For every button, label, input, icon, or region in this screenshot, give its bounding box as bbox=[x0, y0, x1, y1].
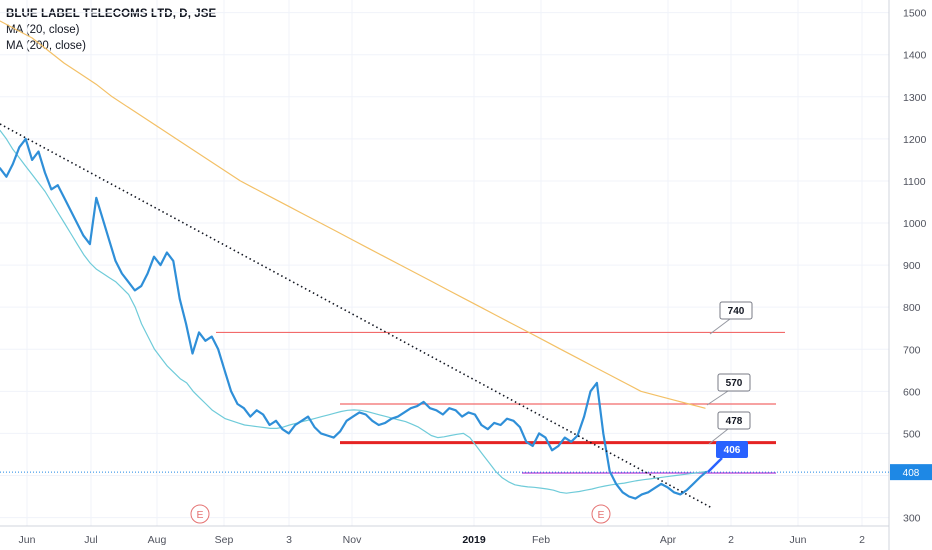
ma200-line bbox=[0, 20, 706, 409]
callout-pointer-406 bbox=[707, 457, 723, 473]
y-tick-label: 1400 bbox=[903, 50, 927, 62]
y-tick-label: 1300 bbox=[903, 92, 927, 104]
earnings-marker-label: E bbox=[196, 509, 203, 521]
x-tick-label: Sep bbox=[215, 534, 234, 546]
y-tick-label: 1500 bbox=[903, 8, 927, 20]
x-tick-label: Aug bbox=[148, 534, 167, 546]
earnings-marker[interactable] bbox=[591, 504, 611, 524]
indicator-ma20-label[interactable]: MA (20, close) bbox=[6, 24, 80, 36]
chart-legend: BLUE LABEL TELECOMS LTD, D, JSE MA (20, … bbox=[6, 6, 216, 54]
y-tick-label: 900 bbox=[903, 260, 921, 272]
price-line bbox=[0, 137, 708, 500]
earnings-marker[interactable] bbox=[190, 504, 210, 524]
ma20-line bbox=[0, 129, 709, 494]
series-layer bbox=[0, 20, 709, 500]
callout-box[interactable] bbox=[717, 373, 751, 392]
y-tick-label: 700 bbox=[903, 344, 921, 356]
x-tick-label: 2 bbox=[728, 534, 734, 546]
callout-label-406: 406 bbox=[724, 445, 741, 456]
callout-pointer bbox=[708, 428, 729, 445]
y-tick-label: 500 bbox=[903, 428, 921, 440]
callout-box[interactable] bbox=[717, 411, 751, 430]
chart-grid bbox=[0, 0, 889, 526]
callout-pointer bbox=[709, 318, 731, 335]
callout-label: 478 bbox=[726, 416, 743, 427]
indicator-ma200-label[interactable]: MA (200, close) bbox=[6, 40, 86, 52]
y-tick-label: 1200 bbox=[903, 134, 927, 146]
x-tick-label: Jun bbox=[19, 534, 36, 546]
x-tick-label: 3 bbox=[286, 534, 292, 546]
callout-pointer bbox=[706, 390, 729, 406]
earnings-marker-label: E bbox=[597, 509, 604, 521]
callout-box-406[interactable] bbox=[716, 441, 748, 458]
callout-label: 570 bbox=[726, 378, 743, 389]
x-tick-label: 2 bbox=[859, 534, 865, 546]
y-tick-label: 300 bbox=[903, 513, 921, 525]
horizontal-levels bbox=[0, 331, 889, 474]
time-axis[interactable]: Jun Jul Aug Sep 3 Nov 2019 Feb Apr 2 Jun 2 bbox=[19, 534, 866, 546]
callout-box[interactable] bbox=[719, 301, 753, 320]
y-tick-label: 1100 bbox=[903, 176, 926, 188]
level-callouts: 740 570 478 406 bbox=[706, 301, 753, 473]
last-price-tag[interactable] bbox=[890, 464, 932, 481]
last-price-layer: 408 bbox=[890, 464, 932, 481]
x-tick-label: Feb bbox=[532, 534, 550, 546]
x-tick-label: Jul bbox=[84, 534, 97, 546]
callout-label: 740 bbox=[728, 306, 745, 317]
x-tick-label: 2019 bbox=[462, 534, 486, 546]
y-tick-label: 600 bbox=[903, 386, 921, 398]
price-axis[interactable]: 3004005006007008009001000110012001300140… bbox=[903, 8, 927, 525]
x-tick-label: Jun bbox=[790, 534, 807, 546]
last-price-label: 408 bbox=[903, 468, 920, 479]
y-tick-label: 1000 bbox=[903, 218, 927, 230]
x-tick-label: Nov bbox=[343, 534, 362, 546]
y-tick-label: 800 bbox=[903, 302, 921, 314]
x-tick-label: Apr bbox=[660, 534, 677, 546]
symbol-title[interactable]: BLUE LABEL TELECOMS LTD, D, JSE bbox=[6, 8, 217, 20]
